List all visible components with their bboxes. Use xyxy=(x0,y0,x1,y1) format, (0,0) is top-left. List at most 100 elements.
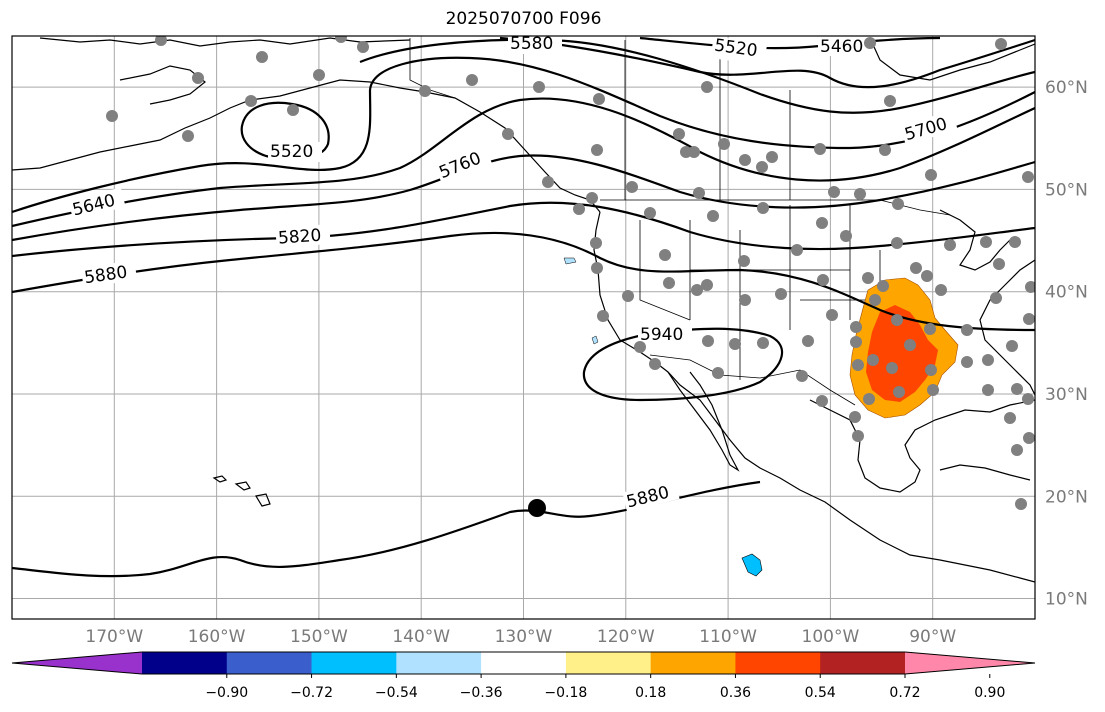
station-marker xyxy=(739,154,751,166)
lon-tick-label: 160°W xyxy=(188,627,246,647)
station-marker xyxy=(1011,383,1023,395)
colorbar-swatch xyxy=(396,652,482,674)
contour-label: 5460 xyxy=(820,37,863,57)
colorbar-tick-label: 0.18 xyxy=(635,685,666,701)
station-marker xyxy=(419,85,431,97)
contour-5880-south xyxy=(12,480,761,578)
contour-5700 xyxy=(12,97,1035,228)
station-marker xyxy=(663,277,675,289)
colorbar-extend-low xyxy=(12,652,142,674)
contour-label: 5940 xyxy=(640,325,683,345)
station-marker xyxy=(990,292,1002,304)
station-marker xyxy=(921,270,933,282)
contour-5760 xyxy=(12,154,1035,242)
station-marker xyxy=(590,237,602,249)
station-marker xyxy=(891,237,903,249)
anomaly-region-blue-small xyxy=(563,257,599,345)
station-marker xyxy=(766,151,778,163)
lon-tick-label: 130°W xyxy=(495,627,553,647)
station-markers xyxy=(106,36,1035,510)
station-marker xyxy=(586,192,598,204)
station-marker xyxy=(852,430,864,442)
station-marker xyxy=(701,279,713,291)
station-marker xyxy=(1011,444,1023,456)
station-marker xyxy=(702,335,714,347)
contour-5580 xyxy=(359,38,1035,114)
station-marker xyxy=(1022,393,1034,405)
station-marker xyxy=(688,146,700,158)
station-marker xyxy=(869,294,881,306)
lat-tick-label: 20°N xyxy=(1045,487,1088,507)
station-marker xyxy=(691,284,703,296)
station-marker xyxy=(335,36,347,43)
station-marker xyxy=(245,95,257,107)
lon-tick-label: 110°W xyxy=(699,627,757,647)
colorbar-swatch xyxy=(650,652,736,674)
lon-tick-label: 120°W xyxy=(597,627,655,647)
station-marker xyxy=(192,72,204,84)
station-marker xyxy=(644,207,656,219)
station-marker xyxy=(816,395,828,407)
station-marker xyxy=(466,74,478,86)
colorbar: −0.90 −0.72 −0.54 −0.36 −0.18 0.18 0.36 0.54 0.7… xyxy=(11,651,1036,701)
station-marker xyxy=(591,262,603,274)
station-marker xyxy=(791,244,803,256)
station-marker xyxy=(814,143,826,155)
lat-tick-label: 10°N xyxy=(1045,590,1088,610)
coastline-alaska-north xyxy=(39,37,411,47)
coastline-alaska xyxy=(12,79,601,213)
height-contours xyxy=(12,36,1035,578)
station-marker xyxy=(802,335,814,347)
station-marker xyxy=(863,393,875,405)
station-marker xyxy=(649,358,661,370)
station-marker xyxy=(796,370,808,382)
colorbar-tick-label: −0.90 xyxy=(205,685,248,701)
station-marker xyxy=(862,272,874,284)
contour-5520-north xyxy=(499,36,1035,89)
coastline-west-coast xyxy=(593,211,1035,583)
lat-tick-label: 30°N xyxy=(1045,385,1088,405)
station-marker xyxy=(1023,432,1035,444)
station-marker xyxy=(1004,412,1016,424)
colorbar-tick-label: 0.90 xyxy=(974,685,1005,701)
station-marker xyxy=(182,130,194,142)
coastline-cuba xyxy=(939,464,1031,481)
contour-5640 xyxy=(12,56,1035,214)
station-marker xyxy=(622,290,634,302)
colorbar-swatch xyxy=(565,652,652,674)
station-marker xyxy=(357,41,369,53)
station-marker xyxy=(864,37,876,49)
station-marker xyxy=(718,138,730,150)
anomaly-shading xyxy=(563,257,959,577)
lon-tick-label: 100°W xyxy=(802,627,860,647)
station-marker xyxy=(893,386,905,398)
colorbar-outline xyxy=(11,651,1036,675)
station-marker xyxy=(884,95,896,107)
lat-tick-label: 50°N xyxy=(1045,180,1088,200)
station-marker xyxy=(995,38,1007,50)
station-marker xyxy=(634,341,646,353)
lon-tick-label: 170°W xyxy=(85,627,143,647)
station-marker xyxy=(591,144,603,156)
station-marker xyxy=(982,354,994,366)
station-marker xyxy=(924,323,936,335)
coastline-east xyxy=(979,259,1035,396)
station-marker xyxy=(659,249,671,261)
anomaly-region-red xyxy=(866,305,938,402)
station-marker xyxy=(877,280,889,292)
station-marker xyxy=(879,144,891,156)
border-states-1 xyxy=(689,205,851,380)
station-marker xyxy=(944,239,956,251)
station-marker xyxy=(993,258,1005,270)
contour-5880-north xyxy=(12,231,1035,332)
contour-5820 xyxy=(12,201,1035,258)
station-marker xyxy=(849,411,861,423)
station-marker xyxy=(886,362,898,374)
station-marker xyxy=(961,356,973,368)
station-marker xyxy=(739,294,751,306)
station-marker xyxy=(573,203,585,215)
station-marker xyxy=(927,384,939,396)
colorbar-tick-label: −0.54 xyxy=(375,685,418,701)
station-marker xyxy=(935,284,947,296)
